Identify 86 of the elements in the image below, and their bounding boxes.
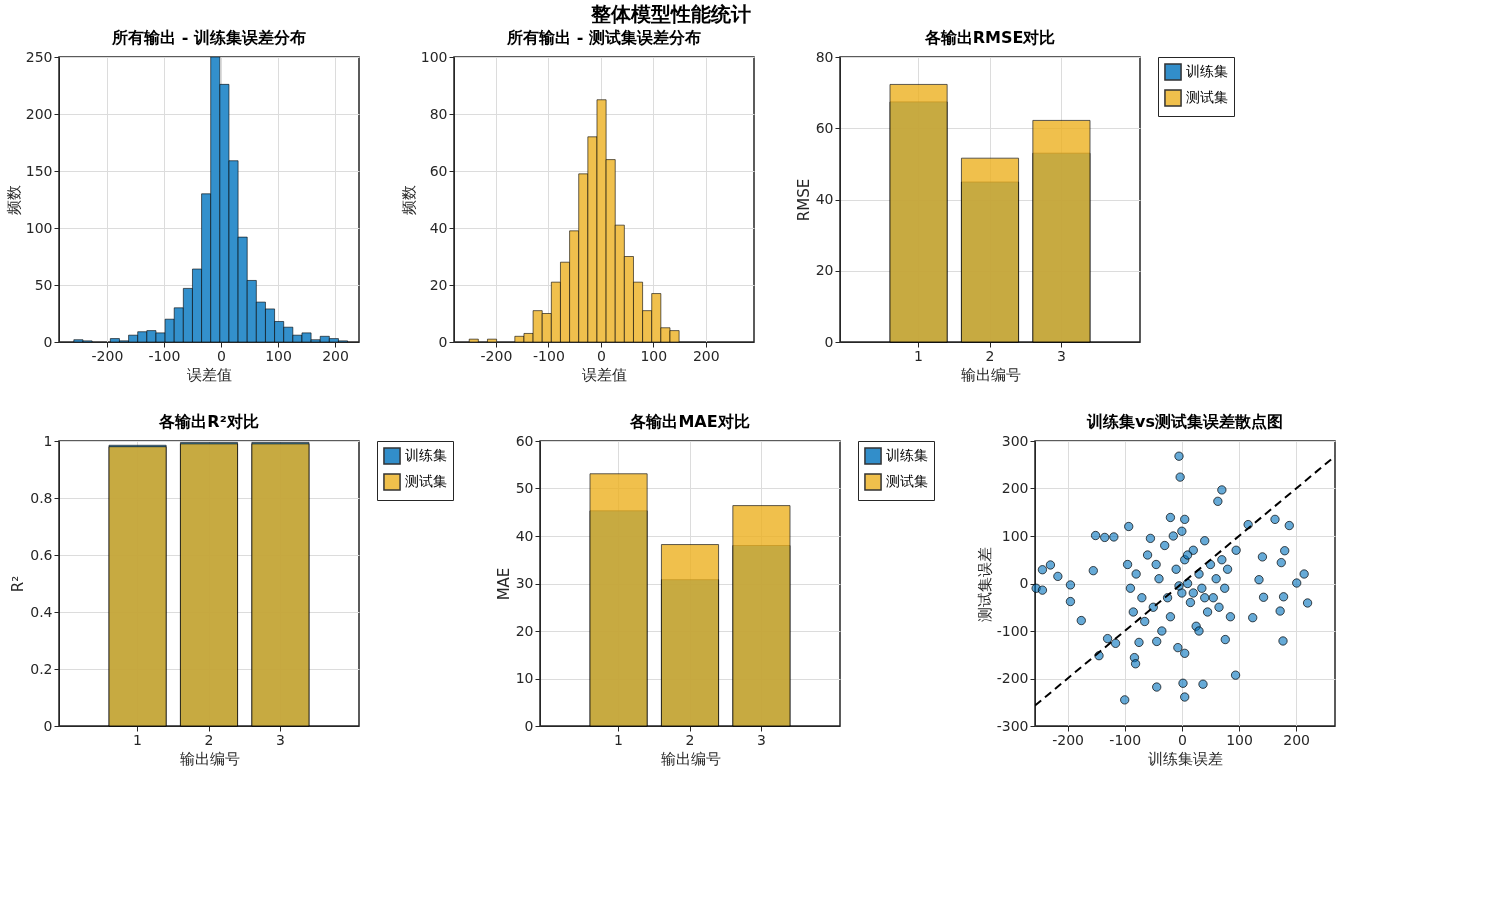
x-axis-title: 输出编号	[179, 749, 240, 768]
legend-label: 训练集	[1186, 63, 1228, 79]
x-tick-label: -100	[148, 347, 181, 364]
x-tick-label: 3	[275, 731, 285, 748]
x-axis-title: 输出编号	[660, 749, 721, 768]
chart-title: 各输出RMSE对比	[923, 28, 1056, 47]
y-tick-label: 60	[815, 119, 834, 136]
y-tick-label: 0.2	[30, 660, 53, 677]
legend-label: 测试集	[1186, 89, 1228, 105]
x-tick-label: 200	[322, 347, 349, 364]
y-tick-label: 0	[824, 333, 834, 350]
x-tick-label: -100	[533, 347, 565, 364]
x-tick-label: 0	[596, 347, 606, 364]
y-tick-label: 40	[515, 527, 534, 544]
x-tick-label: 1	[133, 731, 143, 748]
x-tick-label: -200	[480, 347, 513, 364]
x-tick-label: 100	[640, 347, 668, 364]
chart-title: 训练集vs测试集误差散点图	[1086, 412, 1283, 431]
x-axis-title: 误差值	[187, 365, 232, 384]
y-tick-label: 60	[429, 162, 448, 179]
legend-label: 测试集	[405, 473, 447, 489]
x-tick-label: 1	[614, 731, 624, 748]
legend-label: 训练集	[886, 447, 928, 463]
chart-title: 所有输出 - 测试集误差分布	[506, 28, 701, 47]
y-tick-label: 200	[1001, 480, 1029, 496]
x-tick-label: 1	[914, 347, 924, 364]
y-axis-title: RMSE	[794, 178, 813, 222]
x-tick-label: 0	[217, 347, 226, 364]
y-tick-label: 50	[515, 480, 534, 496]
x-tick-label: 100	[1226, 731, 1253, 748]
y-axis-title: R²	[9, 575, 28, 593]
y-tick-label: 0.4	[30, 603, 53, 620]
y-tick-label: 100	[420, 48, 448, 65]
y-tick-label: 1	[43, 432, 53, 449]
y-tick-label: 20	[429, 276, 448, 293]
x-axis-title: 输出编号	[960, 365, 1021, 384]
y-tick-label: 150	[25, 162, 53, 179]
x-tick-label: -200	[1052, 731, 1084, 748]
y-tick-label: 0	[524, 717, 534, 734]
x-tick-label: 100	[265, 347, 292, 364]
x-tick-label: -200	[91, 347, 124, 364]
y-tick-label: 40	[815, 191, 834, 207]
x-tick-label: 3	[1056, 347, 1066, 364]
y-tick-label: 0	[438, 333, 448, 350]
y-axis-title: 频数	[399, 185, 418, 215]
y-tick-label: -200	[996, 670, 1029, 686]
y-tick-label: 200	[25, 105, 53, 122]
y-tick-label: 80	[815, 48, 834, 65]
y-tick-label: 0	[43, 333, 53, 350]
chart-title: 各输出MAE对比	[629, 412, 750, 431]
y-tick-label: -300	[996, 717, 1029, 734]
y-tick-label: 0.6	[30, 546, 53, 563]
x-axis-title: 误差值	[582, 365, 627, 384]
y-axis-title: MAE	[494, 567, 513, 601]
y-tick-label: -100	[996, 622, 1029, 639]
y-tick-label: 40	[429, 219, 448, 236]
text: 整体模型性能统计	[589, 2, 751, 27]
x-tick-label: 2	[204, 731, 214, 748]
y-tick-label: 20	[515, 622, 534, 639]
y-tick-label: 250	[25, 48, 53, 65]
x-axis-title: 训练集误差	[1148, 749, 1223, 768]
y-tick-label: 80	[429, 105, 448, 122]
x-tick-label: 200	[1283, 731, 1311, 748]
y-tick-label: 0	[43, 717, 53, 734]
y-tick-label: 300	[1001, 432, 1029, 449]
legend-label: 训练集	[405, 447, 447, 463]
y-tick-label: 100	[1001, 527, 1029, 544]
chart-title: 各输出R²对比	[158, 412, 259, 431]
y-tick-label: 30	[515, 575, 534, 591]
x-tick-label: -100	[1109, 731, 1142, 748]
y-tick-label: 0.8	[30, 489, 53, 506]
y-tick-label: 50	[34, 276, 53, 293]
chart-title: 所有输出 - 训练集误差分布	[111, 28, 306, 47]
x-tick-label: 200	[692, 347, 720, 364]
y-axis-title: 频数	[4, 185, 23, 215]
y-tick-label: 10	[515, 670, 534, 686]
y-tick-label: 100	[25, 219, 53, 236]
legend-label: 测试集	[886, 473, 928, 489]
x-tick-label: 2	[985, 347, 995, 364]
x-tick-label: 3	[756, 731, 766, 748]
y-axis-title: 测试集误差	[975, 546, 994, 622]
y-tick-label: 20	[815, 262, 834, 279]
y-tick-label: 0	[1019, 575, 1029, 591]
x-tick-label: 0	[1177, 731, 1187, 748]
x-tick-label: 2	[685, 731, 695, 748]
y-tick-label: 60	[515, 432, 534, 449]
